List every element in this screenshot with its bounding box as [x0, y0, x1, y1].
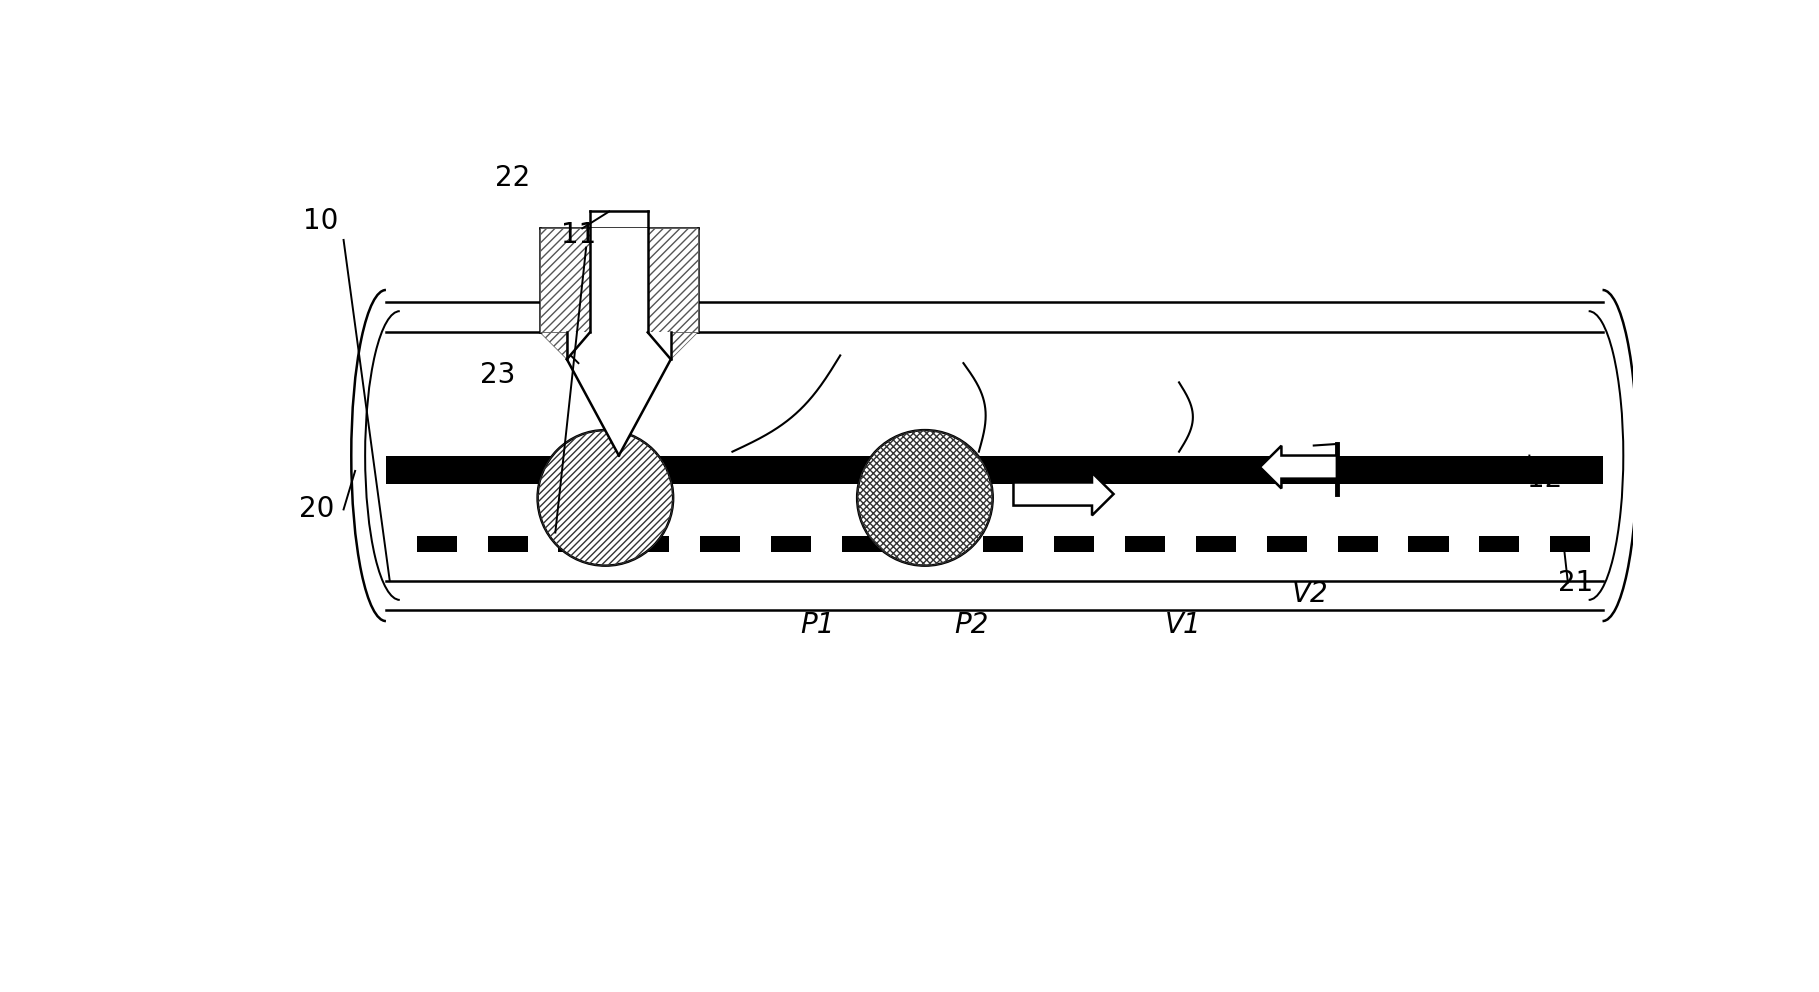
Bar	[1337, 537, 1377, 552]
Bar	[913, 537, 953, 552]
Bar	[984, 537, 1024, 552]
Bar	[1550, 537, 1590, 552]
Text: 23: 23	[480, 361, 515, 389]
Bar	[568, 332, 671, 359]
Bar	[558, 537, 598, 552]
Bar	[540, 228, 589, 332]
Text: 11: 11	[560, 220, 597, 249]
Bar	[648, 228, 698, 332]
Text: V2: V2	[1291, 580, 1328, 608]
Bar	[1408, 537, 1448, 552]
Bar	[1266, 537, 1306, 552]
Bar	[629, 537, 669, 552]
Text: 10: 10	[302, 206, 338, 235]
Bar	[589, 228, 648, 332]
Bar	[386, 455, 1603, 484]
Bar	[1479, 537, 1519, 552]
Text: 12: 12	[1528, 464, 1563, 493]
Polygon shape	[671, 332, 698, 359]
Text: P1: P1	[800, 611, 835, 639]
Text: V1: V1	[1164, 611, 1201, 639]
Text: 21: 21	[1557, 568, 1593, 596]
Bar	[700, 537, 740, 552]
Bar	[487, 537, 528, 552]
FancyArrow shape	[1013, 472, 1113, 516]
Bar	[1055, 537, 1095, 552]
Bar	[842, 537, 882, 552]
Bar	[417, 537, 457, 552]
Polygon shape	[540, 332, 568, 359]
Text: 20: 20	[298, 495, 335, 524]
Bar	[1126, 537, 1166, 552]
Bar	[1195, 537, 1235, 552]
Text: P2: P2	[953, 611, 988, 639]
Bar	[771, 537, 811, 552]
FancyArrow shape	[1261, 445, 1337, 488]
Circle shape	[857, 431, 993, 565]
Circle shape	[538, 431, 673, 565]
Polygon shape	[568, 359, 671, 455]
Text: 22: 22	[495, 165, 531, 192]
